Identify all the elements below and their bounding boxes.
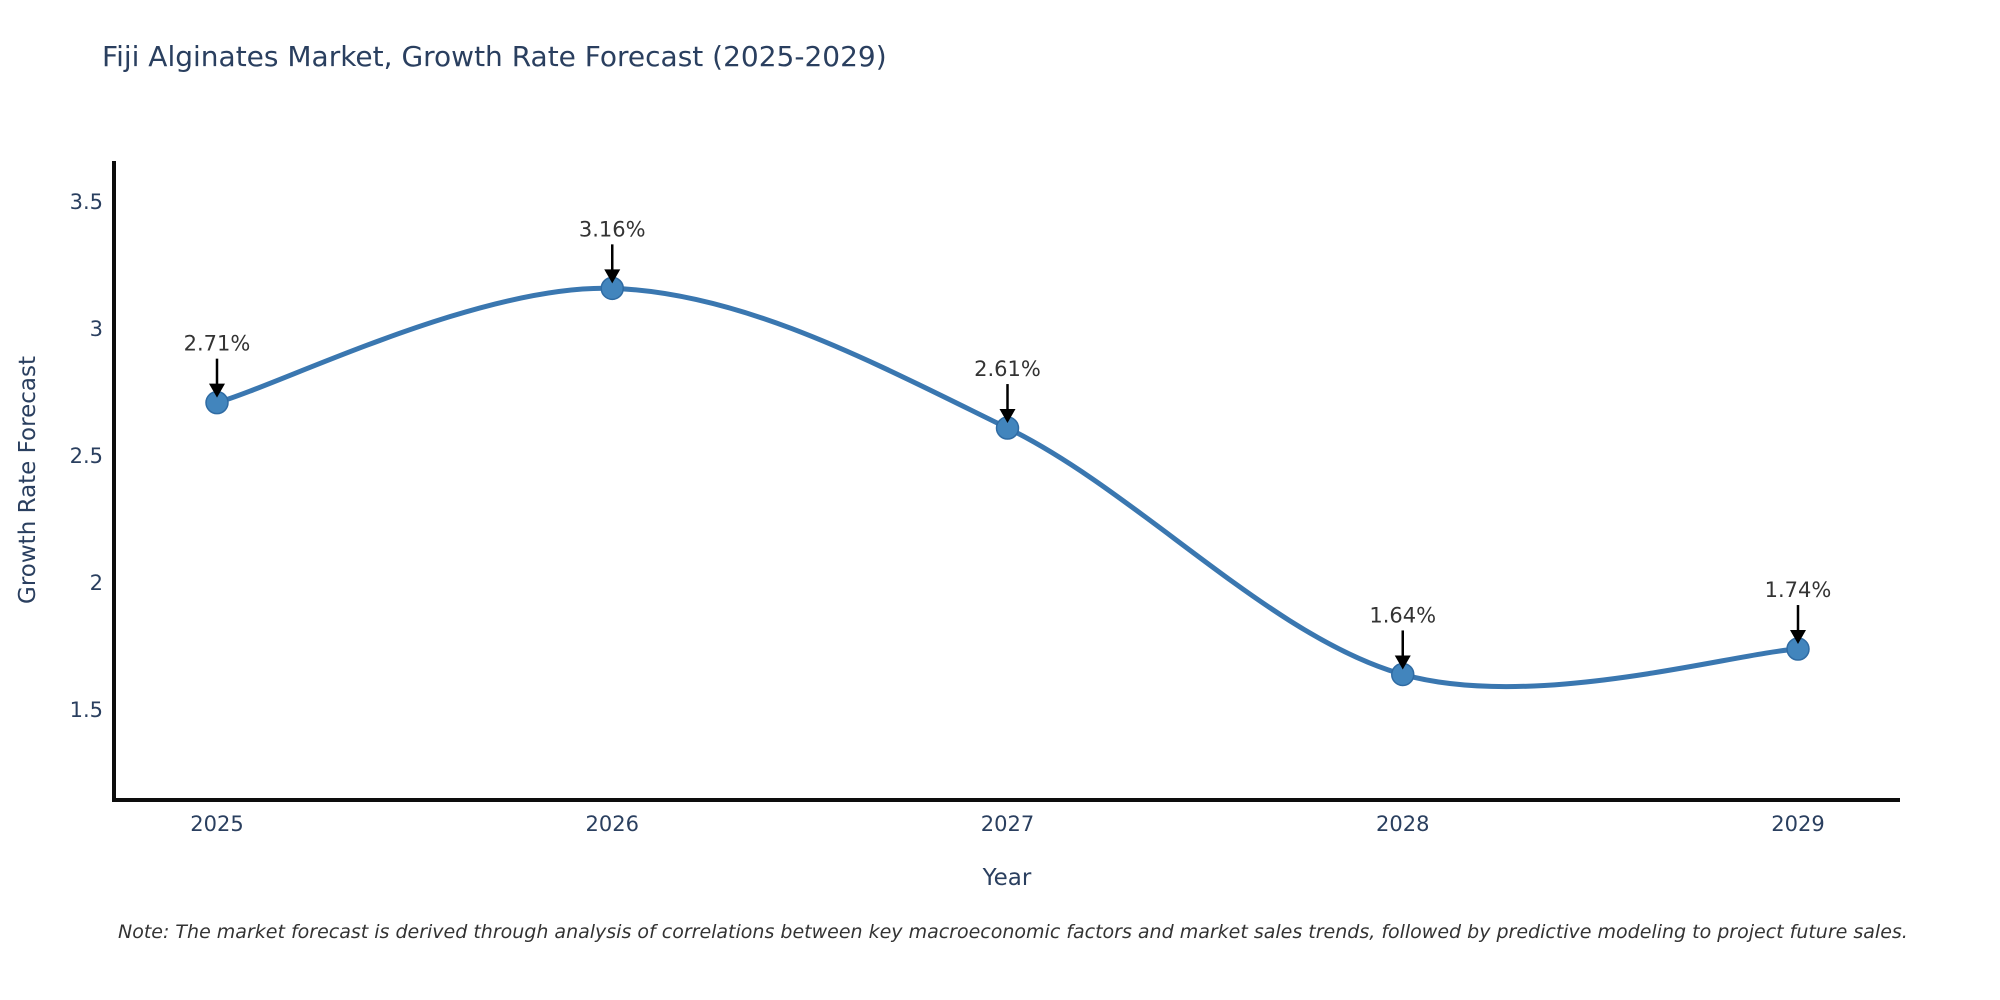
- annotation-value-label: 3.16%: [579, 217, 646, 241]
- x-tick-label: 2027: [981, 812, 1034, 836]
- series-line: [214, 285, 1801, 690]
- annotation-arrowhead: [999, 409, 1016, 424]
- annotation-arrowhead: [1394, 655, 1411, 670]
- x-axis-title: Year: [982, 865, 1032, 891]
- annotation-value-label: 1.64%: [1369, 603, 1436, 627]
- annotation-arrowhead: [604, 269, 621, 284]
- annotation-value-label: 2.61%: [974, 357, 1041, 381]
- y-tick-label: 2.5: [70, 444, 103, 468]
- x-tick-label: 2025: [190, 812, 243, 836]
- annotation-arrowhead: [1790, 630, 1806, 645]
- x-tick-label: 2026: [586, 812, 639, 836]
- x-tick-label: 2028: [1376, 812, 1429, 836]
- annotation-arrowhead: [209, 383, 225, 398]
- footnote: Note: The market forecast is derived thr…: [118, 921, 1908, 943]
- annotation-value-label: 1.74%: [1765, 578, 1832, 602]
- y-tick-label: 1.5: [70, 698, 103, 722]
- y-tick-label: 3: [90, 317, 103, 341]
- annotation-value-label: 2.71%: [184, 332, 251, 356]
- x-tick-label: 2029: [1771, 812, 1824, 836]
- y-tick-label: 2: [90, 571, 103, 595]
- y-tick-label: 3.5: [70, 190, 103, 214]
- chart-title: Fiji Alginates Market, Growth Rate Forec…: [102, 40, 887, 73]
